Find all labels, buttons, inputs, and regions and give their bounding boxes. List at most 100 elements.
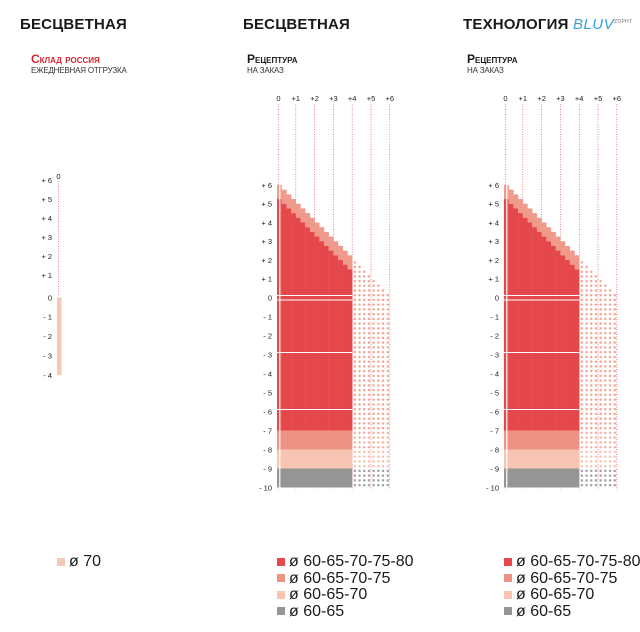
chart-2-dot: [367, 360, 371, 363]
chart-2-dot: [363, 369, 366, 373]
chart-2-dot: [381, 469, 385, 473]
chart-2-dot: [386, 469, 389, 473]
chart-3-dot: [608, 445, 612, 449]
chart-2-dot: [353, 417, 357, 420]
chart-3-y-tick-4: + 2: [488, 256, 499, 265]
chart-2-dot: [363, 346, 366, 349]
chart-3-dot: [604, 346, 607, 349]
chart-2-dot: [381, 455, 385, 458]
chart-3-dot: [608, 384, 612, 387]
chart-3-dot: [599, 384, 602, 387]
chart-3-dot: [590, 331, 593, 335]
chart-2-dot: [386, 393, 389, 397]
chart-2-dot: [367, 393, 371, 397]
chart-2-zone-band-1: [277, 430, 353, 450]
chart-3-fringe-cell: [555, 236, 561, 251]
chart-1-y-tick-0: + 6: [41, 176, 52, 185]
chart-2-dot: [367, 298, 371, 302]
chart-2-dot: [353, 289, 357, 292]
chart-2-dot: [353, 422, 357, 425]
chart-2-dot: [372, 388, 375, 392]
chart-3-zone-80-cell: [560, 255, 566, 431]
chart-2-dot: [372, 346, 375, 349]
chart-2-dot: [367, 322, 371, 325]
chart-3-dot: [608, 474, 612, 477]
chart-3-dot: [590, 355, 593, 359]
chart-3-legend-swatch-1: [504, 574, 512, 583]
chart-3-dot: [613, 474, 616, 477]
chart-2-dot: [377, 455, 380, 458]
chart-3-dot: [580, 270, 584, 273]
chart-2-dot: [377, 312, 380, 316]
chart-2-dot: [372, 331, 375, 335]
chart-3-dot: [594, 355, 598, 359]
chart-3-fringe-cell: [551, 231, 556, 246]
chart-3-dot: [590, 398, 593, 401]
chart-3-dot: [599, 360, 602, 363]
chart-2-legend-item-2: ø 60-65-70: [277, 587, 367, 603]
chart-2-dot: [358, 436, 361, 439]
chart-3-dot: [599, 336, 602, 340]
chart-2-y-tick-8: - 2: [263, 331, 272, 340]
chart-3-dot: [613, 369, 616, 373]
chart-3-dot: [580, 289, 584, 292]
chart-3-dot: [594, 412, 598, 416]
chart-2-dot: [367, 308, 371, 311]
chart-3-dot: [608, 398, 612, 401]
chart-2-dot: [358, 303, 361, 306]
chart-3-dot: [580, 441, 584, 444]
chart-2-dot: [358, 455, 361, 458]
chart-3-dot: [590, 365, 593, 368]
chart-1-y-tick-8: - 2: [43, 332, 52, 341]
chart-3-y-tick-8: - 2: [490, 331, 499, 340]
chart-2-dot: [367, 422, 371, 425]
chart-2-dot: [386, 431, 389, 435]
chart-2-dot: [386, 336, 389, 340]
chart-2-dot: [353, 407, 357, 411]
chart-2-dot: [372, 293, 375, 297]
chart-3-dot: [604, 455, 607, 458]
chart-3-dot: [590, 303, 593, 306]
chart-3-dot: [608, 393, 612, 397]
chart-3-dot: [599, 455, 602, 458]
chart-2-dot: [386, 426, 389, 430]
chart-2-dot: [381, 365, 385, 368]
chart-3-y-tick-2: + 4: [488, 218, 499, 227]
chart-2-dot: [386, 308, 389, 311]
chart-3-dot: [590, 441, 593, 444]
chart-3-dot: [608, 479, 612, 482]
chart-2-dot: [367, 479, 371, 482]
chart-3-dot: [594, 384, 598, 387]
chart-3-y-tick-14: - 8: [490, 445, 499, 454]
chart-2-dot: [363, 317, 366, 321]
chart-2-dot: [372, 350, 375, 354]
chart-2-dot: [386, 403, 389, 406]
chart-3-dot: [608, 322, 612, 325]
chart-3-dot: [580, 483, 584, 487]
chart-3-dot: [599, 436, 602, 439]
chart-3-dot: [585, 350, 588, 354]
bluv-brand-sup: ZOPHT: [614, 19, 633, 25]
chart-2-dot: [358, 388, 361, 392]
chart-3-legend-item-1: ø 60-65-70-75: [504, 570, 617, 586]
chart-2-legend-item-3: ø 60-65: [277, 603, 344, 619]
chart-3-dot: [594, 464, 598, 468]
chart-3-dot: [604, 341, 607, 344]
chart-2-group: [277, 104, 391, 490]
chart-3-dot: [585, 479, 588, 482]
chart-2-fringe-cell: [342, 250, 348, 265]
chart-3-dot: [599, 474, 602, 477]
chart-2-dot: [386, 303, 389, 306]
chart-3-fringe-cell: [508, 189, 514, 204]
chart-3-dot: [604, 331, 607, 335]
chart-3-dot: [580, 417, 584, 420]
chart-2-y-tick-5: + 1: [261, 275, 272, 284]
chart-2-dot: [353, 384, 357, 387]
chart-2-dot: [386, 388, 389, 392]
chart-3-dot: [604, 355, 607, 359]
chart-2-dot: [353, 450, 357, 454]
chart-2-zone-80-cell: [295, 217, 301, 431]
chart-2-y-tick-13: - 7: [263, 426, 272, 435]
chart-2-dot: [372, 379, 375, 382]
